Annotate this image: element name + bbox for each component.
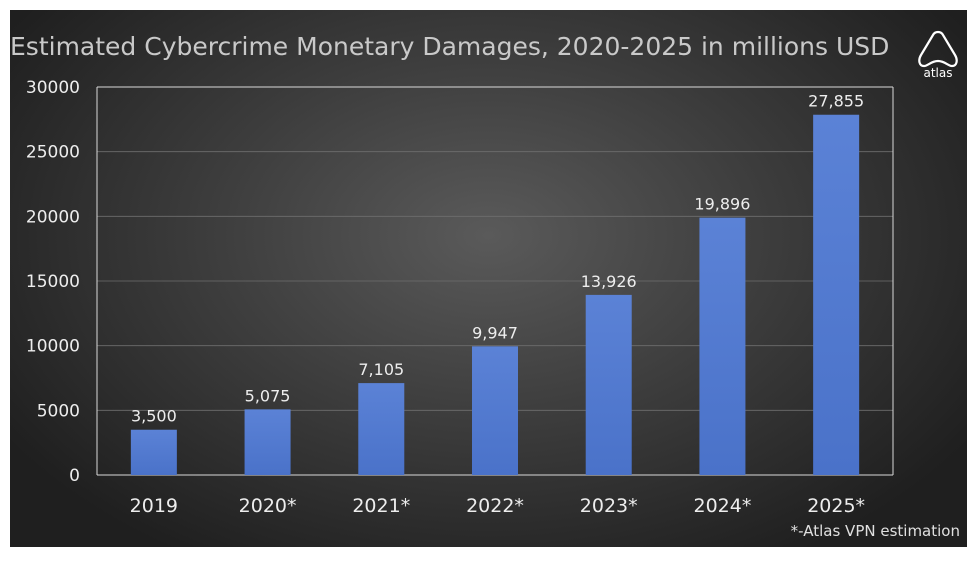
- chart-title: Estimated Cybercrime Monetary Damages, 2…: [10, 32, 890, 61]
- y-tick-label: 25000: [26, 143, 80, 163]
- data-label: 5,075: [245, 386, 291, 405]
- bar: [244, 409, 291, 475]
- y-tick-label: 0: [69, 466, 80, 486]
- data-label: 27,855: [808, 92, 864, 111]
- logo-text: atlas: [923, 66, 953, 80]
- x-tick-label: 2022*: [466, 495, 524, 517]
- bar: [585, 294, 632, 475]
- data-label: 13,926: [581, 272, 637, 291]
- x-axis: 2019 2020* 2021* 2022* 2023* 2024* 2025*: [130, 495, 865, 517]
- y-tick-label: 5000: [37, 401, 80, 421]
- data-labels: 3,500 5,075 7,105 9,947 13,926 19,896 27,855: [131, 92, 864, 426]
- x-tick-label: 2020*: [239, 495, 297, 517]
- y-tick-label: 20000: [26, 207, 80, 227]
- x-tick-label: 2024*: [693, 495, 751, 517]
- bar: [699, 217, 746, 475]
- x-tick-label: 2023*: [580, 495, 638, 517]
- atlas-logo: atlas: [918, 30, 958, 82]
- data-label: 7,105: [358, 360, 404, 379]
- y-tick-label: 10000: [26, 337, 80, 357]
- bar: [472, 346, 518, 475]
- y-tick-label: 15000: [26, 272, 80, 292]
- bar: [130, 429, 177, 475]
- data-label: 19,896: [694, 195, 750, 214]
- x-tick-label: 2025*: [807, 495, 865, 517]
- x-tick-label: 2021*: [352, 495, 410, 517]
- y-tick-label: 30000: [26, 78, 80, 98]
- footnote: *-Atlas VPN estimation: [790, 522, 960, 540]
- bars: [130, 114, 860, 475]
- bar: [813, 114, 860, 475]
- chart-panel: Estimated Cybercrime Monetary Damages, 2…: [10, 10, 967, 547]
- atlas-logo-icon: [918, 30, 958, 68]
- data-label: 3,500: [131, 407, 177, 426]
- y-axis: 0 5000 10000 15000 20000 25000 30000: [26, 78, 80, 486]
- bar: [358, 383, 405, 475]
- x-tick-label: 2019: [130, 495, 178, 517]
- bar-chart: 3,500 5,075 7,105 9,947 13,926 19,896 27,855 0…: [26, 78, 894, 517]
- data-label: 9,947: [472, 323, 518, 342]
